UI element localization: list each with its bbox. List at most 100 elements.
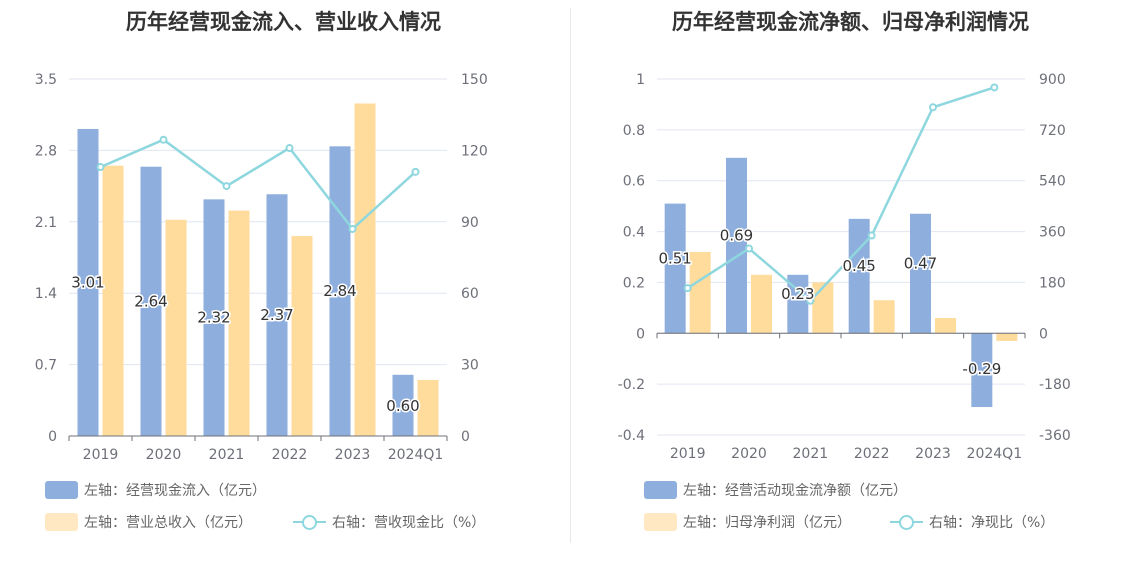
y-axis-right-tick-label: 900 — [1039, 72, 1066, 88]
legend-swatch-yellow — [644, 513, 677, 531]
legend-label: 右轴：营收现金比（%） — [332, 515, 486, 531]
x-axis-tick-label: 2024Q1 — [967, 446, 1023, 462]
chart-panel-left: 历年经营现金流入、营业收入情况 0 0.7 1.4 2.1 2.8 3.5 0 30 60 90 1… — [35, 10, 488, 532]
y-axis-right-tick-label: 150 — [461, 72, 488, 88]
y-axis-left-tick-label: 1.4 — [35, 286, 57, 302]
line-point — [745, 244, 753, 253]
y-axis-left-tick-label: 0 — [48, 429, 57, 445]
y-axis-left-tick-label: 3.5 — [35, 72, 57, 88]
line-point — [285, 144, 294, 153]
y-axis-right-tick-label: 90 — [461, 215, 479, 231]
bar — [266, 194, 288, 436]
y-axis-right-tick-label: 30 — [461, 358, 479, 374]
y-axis-left-tick-label: 0.4 — [623, 225, 645, 241]
line-point — [867, 231, 876, 240]
bar — [228, 210, 250, 436]
y-axis-right-tick-label: 180 — [1039, 275, 1066, 291]
line-point — [683, 284, 692, 293]
data-label: 0.60 — [386, 397, 419, 415]
y-axis-left-tick-label: 0 — [636, 326, 645, 342]
legend-item-series-3[interactable]: 右轴：净现比（%） — [890, 512, 1054, 532]
series-line — [100, 138, 417, 231]
x-axis-tick-label: 2020 — [731, 446, 767, 462]
bar — [102, 165, 124, 436]
y-axis-right-tick-label: -360 — [1039, 428, 1071, 444]
y-axis-left-tick-label: 0.8 — [623, 123, 645, 139]
data-label: 0.23 — [781, 285, 814, 303]
data-label: 0.51 — [658, 249, 691, 267]
legend-line-marker-icon — [890, 513, 923, 531]
line-point — [159, 135, 168, 144]
panel-divider — [570, 8, 571, 543]
line-point — [990, 83, 999, 92]
bar — [996, 333, 1018, 341]
legend-swatch-yellow — [45, 513, 78, 531]
line-point — [806, 296, 815, 305]
y-axis-right-tick-label: 540 — [1039, 174, 1066, 190]
legend-line-marker-icon — [293, 513, 326, 531]
legend-label: 左轴：经营现金流入（亿元） — [84, 483, 266, 499]
bar — [873, 300, 895, 334]
line-point — [411, 167, 420, 176]
y-axis-right-tick-label: 720 — [1039, 123, 1066, 139]
bar — [165, 219, 187, 436]
y-axis-left-tick-label: -0.4 — [618, 428, 645, 444]
y-axis-right-tick-label: 60 — [461, 286, 479, 302]
bar — [417, 379, 439, 436]
y-axis-right-tick-label: 360 — [1039, 225, 1066, 241]
y-axis-right-tick-label: 0 — [1039, 326, 1048, 342]
bar — [935, 318, 956, 334]
y-axis-left-tick-label: 1 — [636, 72, 645, 88]
line-point — [929, 103, 937, 112]
data-label: 2.84 — [323, 282, 356, 300]
y-axis-right-tick-label: 0 — [461, 429, 470, 445]
x-axis-tick-label: 2019 — [670, 446, 706, 462]
data-label: 2.32 — [197, 309, 230, 327]
bar — [971, 333, 993, 408]
bar — [910, 213, 931, 334]
chart-title: 历年经营现金流入、营业收入情况 — [126, 10, 441, 34]
bar — [787, 274, 809, 334]
y-axis-left-tick-label: 0.2 — [623, 275, 645, 291]
y-axis-left-tick-label: 2.1 — [35, 215, 57, 231]
x-axis-tick-label: 2023 — [915, 446, 951, 462]
bar — [751, 274, 772, 334]
bar — [291, 236, 313, 436]
data-label: 3.01 — [71, 273, 104, 291]
bar — [726, 157, 747, 334]
x-axis-tick-label: 2022 — [272, 447, 308, 463]
x-axis-tick-label: 2021 — [209, 447, 245, 463]
legend-item-series-2[interactable]: 左轴：归母净利润（亿元） — [644, 512, 851, 532]
line-point — [348, 224, 357, 233]
legend-item-series-2[interactable]: 左轴：营业总收入（亿元） — [45, 512, 252, 532]
legend-item-series-1[interactable]: 左轴：经营活动现金流净额（亿元） — [644, 480, 907, 500]
y-axis-left-tick-label: 0.6 — [623, 174, 645, 190]
bar — [689, 251, 711, 334]
data-label: 0.69 — [720, 227, 753, 245]
y-axis-left-tick-label: 0.7 — [35, 358, 57, 374]
line-point — [96, 163, 105, 172]
x-axis-tick-label: 2019 — [83, 447, 119, 463]
y-axis-left-tick-label: 2.8 — [35, 143, 57, 159]
chart-title: 历年经营现金流净额、归母净利润情况 — [672, 10, 1029, 34]
chart-plot-left: 0 0.7 1.4 2.1 2.8 3.5 0 30 60 90 120 150 2019 2020 202… — [35, 72, 488, 463]
legend-label: 右轴：净现比（%） — [929, 515, 1055, 531]
y-axis-left-tick-label: -0.2 — [618, 377, 645, 393]
series-line — [686, 86, 995, 303]
bar — [848, 218, 870, 334]
legend-swatch-blue — [644, 481, 677, 499]
bar — [812, 282, 834, 334]
x-axis-tick-label: 2020 — [146, 447, 182, 463]
bar — [354, 103, 376, 436]
data-label: 0.45 — [842, 257, 875, 275]
data-label: 0.47 — [904, 255, 937, 273]
bar — [77, 128, 99, 437]
y-axis-right-tick-label: 120 — [461, 143, 488, 159]
x-axis-tick-label: 2023 — [335, 447, 371, 463]
legend-item-series-3[interactable]: 右轴：营收现金比（%） — [293, 512, 485, 532]
legend-swatch-blue — [45, 481, 78, 499]
chart-panel-right: 历年经营现金流净额、归母净利润情况 -0.4 -0.2 0 0.2 0.4 0.6 0.8 1… — [567, 0, 1134, 582]
legend-item-series-1[interactable]: 左轴：经营现金流入（亿元） — [45, 480, 266, 500]
x-axis-tick-label: 2024Q1 — [388, 447, 444, 463]
bar — [203, 199, 225, 436]
